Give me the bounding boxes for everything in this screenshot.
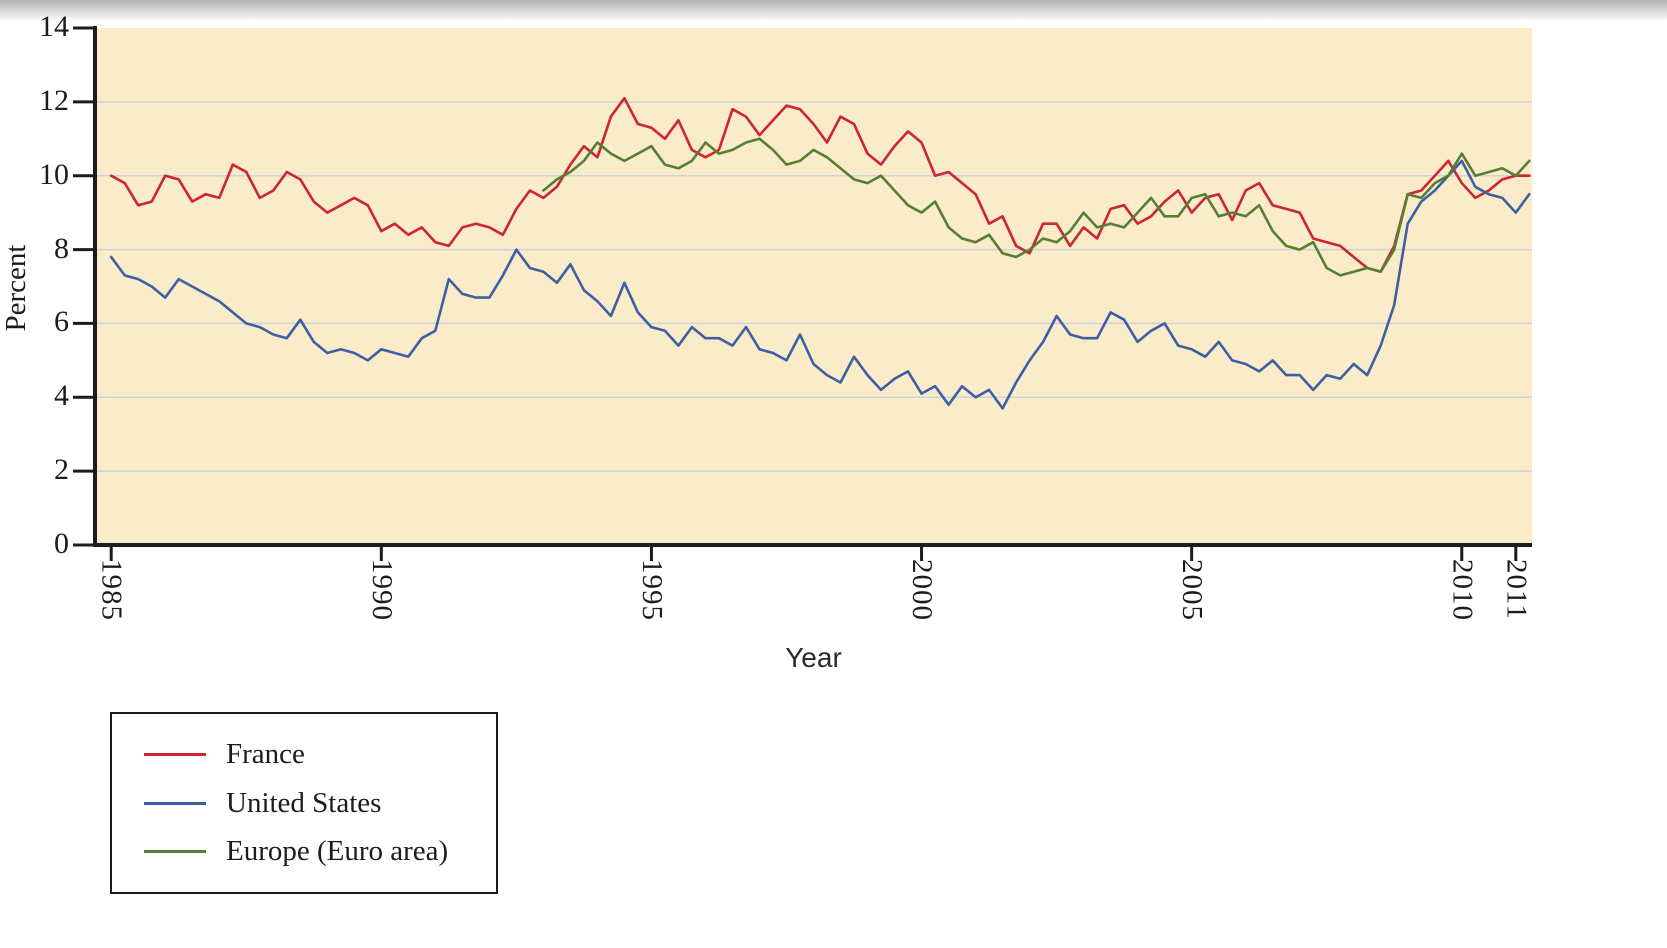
- y-tick-label: 8: [54, 231, 69, 265]
- legend: France United States Europe (Euro area): [110, 712, 498, 894]
- x-tick-label: 2010: [1446, 559, 1479, 621]
- y-tick-label: 4: [54, 379, 69, 413]
- x-tick-label: 1985: [95, 559, 128, 621]
- legend-item-europe: Europe (Euro area): [144, 835, 486, 868]
- legend-swatch-europe: [144, 850, 206, 854]
- legend-label-europe: Europe (Euro area): [226, 835, 449, 868]
- legend-label-united-states: United States: [226, 786, 382, 819]
- legend-label-france: France: [226, 737, 305, 770]
- x-tick-label: 2005: [1176, 559, 1209, 621]
- y-tick-label: 6: [54, 305, 69, 339]
- plot-area: [95, 28, 1532, 545]
- x-axis-label: Year: [785, 642, 842, 673]
- x-tick-label: 2000: [906, 559, 939, 621]
- y-tick-label: 14: [39, 10, 69, 43]
- y-tick-label: 0: [54, 527, 69, 560]
- series-line-2: [542, 137, 1531, 277]
- legend-item-france: France: [144, 738, 486, 771]
- y-tick-label: 12: [39, 83, 69, 117]
- series-line-1: [109, 159, 1531, 410]
- x-tick-label: 2011: [1500, 559, 1533, 620]
- x-tick-label: 1990: [365, 559, 398, 621]
- legend-swatch-france: [144, 752, 206, 756]
- x-tick-label: 1995: [635, 559, 668, 621]
- y-tick-label: 2: [54, 453, 69, 487]
- legend-item-united-states: United States: [144, 787, 486, 820]
- y-tick-label: 10: [39, 157, 69, 191]
- legend-swatch-united-states: [144, 801, 206, 805]
- series-line-0: [109, 96, 1531, 273]
